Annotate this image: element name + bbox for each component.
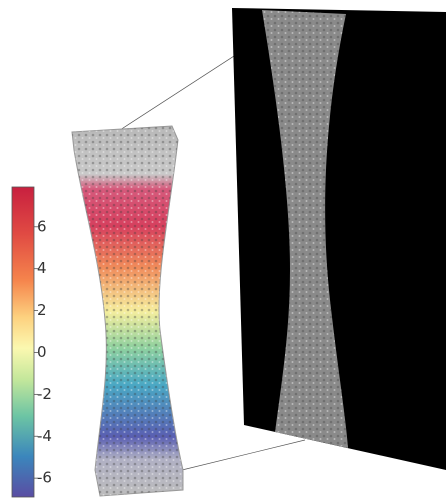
tick-label: -6 bbox=[37, 469, 52, 487]
zoom-line bbox=[181, 439, 306, 471]
tick-label: 4 bbox=[37, 259, 47, 277]
tick-label: -2 bbox=[37, 385, 52, 403]
ct-texture bbox=[262, 10, 348, 448]
specimen-texture bbox=[72, 126, 183, 496]
tick-label: 2 bbox=[37, 301, 47, 319]
tick-label: -4 bbox=[37, 427, 52, 445]
colorbar bbox=[11, 186, 35, 498]
tick-label: 0 bbox=[37, 343, 47, 361]
tick-label: 6 bbox=[37, 217, 47, 235]
